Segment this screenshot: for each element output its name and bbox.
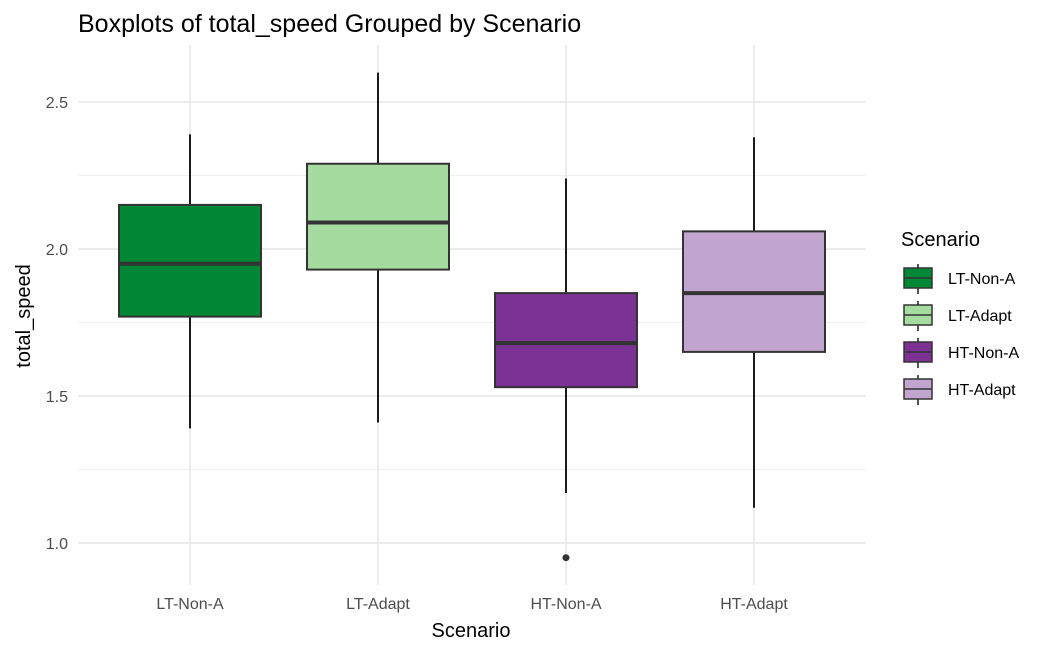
box-ht-non-a bbox=[494, 178, 638, 562]
iqr-box bbox=[306, 162, 450, 271]
legend-item-lt-adapt: LT-Adapt bbox=[903, 301, 1012, 331]
legend-items: LT-Non-A LT-Adapt HT-Non-A HT-Adapt bbox=[903, 264, 1019, 405]
legend-label: LT-Non-A bbox=[948, 271, 1016, 288]
outlier-point bbox=[562, 554, 570, 562]
boxes bbox=[118, 72, 826, 562]
x-axis-ticks: LT-Non-A LT-Adapt HT-Non-A HT-Adapt bbox=[156, 596, 788, 613]
y-tick-label: 1.5 bbox=[46, 389, 68, 406]
legend-label: HT-Adapt bbox=[948, 382, 1016, 399]
x-tick-label: HT-Adapt bbox=[720, 596, 788, 613]
y-axis-title: total_speed bbox=[13, 264, 35, 367]
y-tick-label: 2.5 bbox=[46, 95, 68, 112]
legend-label: LT-Adapt bbox=[948, 308, 1012, 325]
box-ht-adapt bbox=[682, 137, 826, 508]
chart-title: Boxplots of total_speed Grouped by Scena… bbox=[78, 10, 581, 38]
legend-item-lt-non-a: LT-Non-A bbox=[903, 264, 1016, 294]
x-tick-label: LT-Non-A bbox=[156, 596, 224, 613]
box-lt-adapt bbox=[306, 72, 450, 423]
legend-title: Scenario bbox=[901, 229, 980, 251]
y-tick-label: 1.0 bbox=[46, 536, 68, 553]
legend: Scenario LT-Non-A LT-Adapt HT-Non-A HT-Adap… bbox=[901, 229, 1019, 405]
legend-item-ht-non-a: HT-Non-A bbox=[903, 338, 1019, 368]
legend-item-ht-adapt: HT-Adapt bbox=[903, 375, 1016, 405]
x-tick-label: LT-Adapt bbox=[346, 596, 410, 613]
y-axis-ticks: 1.0 1.5 2.0 2.5 bbox=[46, 95, 68, 553]
x-axis-title: Scenario bbox=[432, 620, 511, 642]
iqr-box bbox=[494, 292, 638, 389]
box-lt-non-a bbox=[118, 134, 262, 429]
x-tick-label: HT-Non-A bbox=[530, 596, 601, 613]
legend-label: HT-Non-A bbox=[948, 345, 1019, 362]
y-tick-label: 2.0 bbox=[46, 242, 68, 259]
iqr-box bbox=[118, 203, 262, 318]
